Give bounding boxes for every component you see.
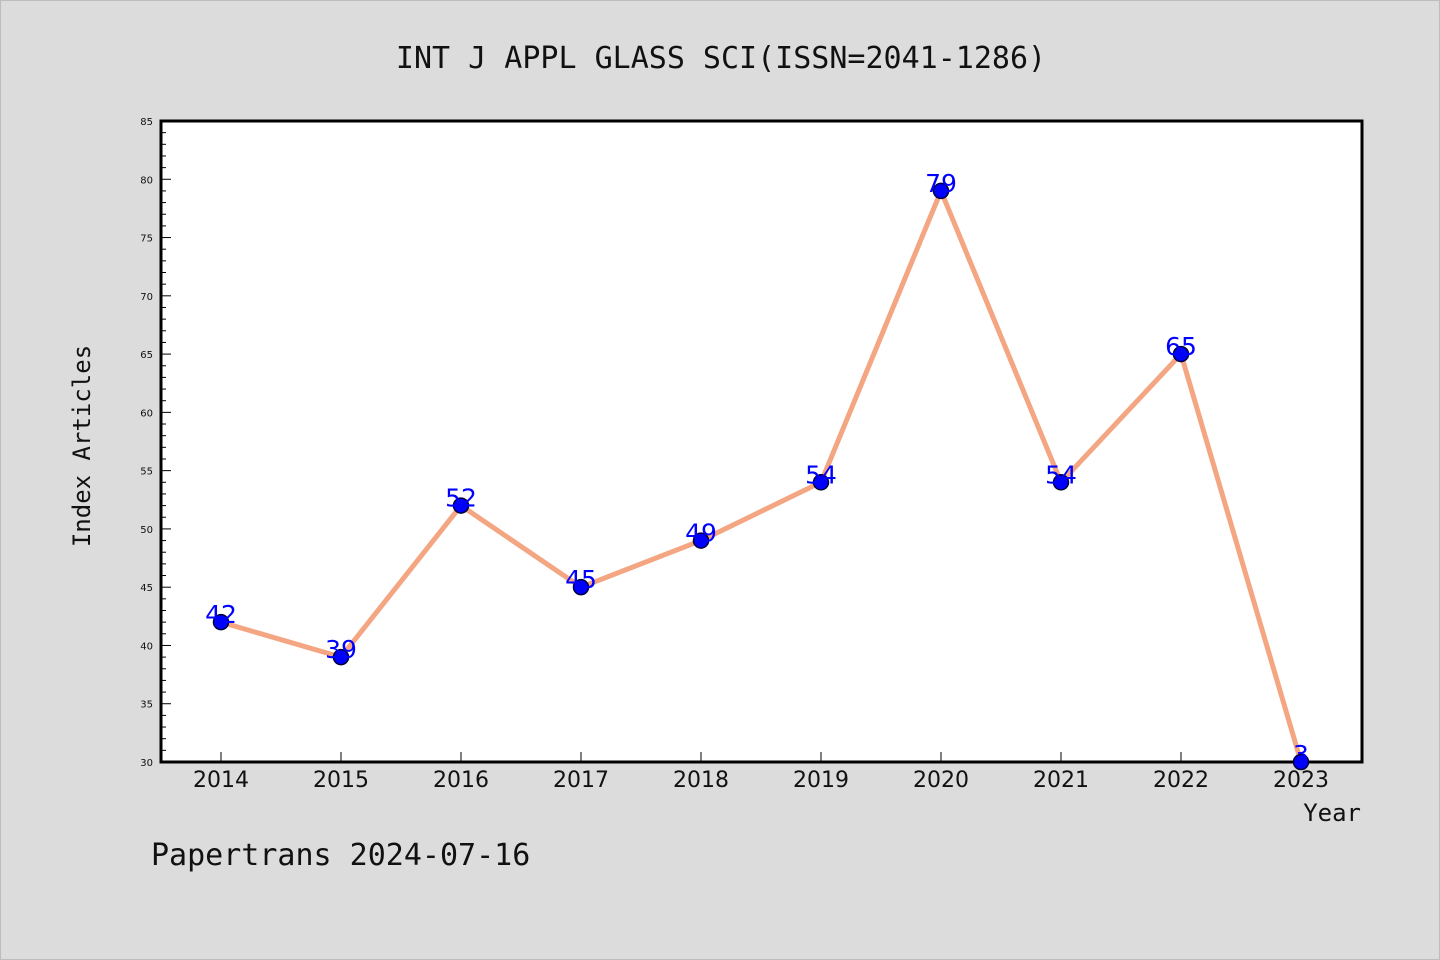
y-tick-label: 30 [140,758,153,769]
data-point-marker [1052,474,1070,491]
x-tick-label: 2014 [193,768,249,793]
y-tick-label: 40 [140,641,153,652]
data-point-marker [572,578,590,596]
data-point-marker [1172,345,1190,363]
data-label: 3 [1293,740,1309,769]
y-tick-label: 35 [140,700,153,711]
chart-title: INT J APPL GLASS SCI(ISSN=2041-1286) [396,41,1046,76]
y-tick-label: 50 [140,525,153,536]
data-point-marker [1292,753,1310,771]
data-label: 54 [1045,460,1077,489]
data-label: 65 [1165,332,1197,361]
x-axis-label: Year [1303,799,1361,827]
footer-text: Papertrans 2024-07-16 [151,838,530,873]
y-tick-label: 80 [140,175,153,186]
y-tick-label: 45 [140,583,153,594]
x-tick-label: 2016 [433,768,489,793]
series-line [218,188,1304,765]
data-point-marker [812,474,830,491]
data-label: 79 [925,169,957,198]
y-tick-label: 65 [140,350,153,361]
x-tick-label: 2019 [793,768,849,793]
data-labels-group: 42 39 52 45 49 54 79 54 65 3 [205,169,1309,769]
y-tick-label: 85 [140,117,153,128]
y-axis: 30 35 40 45 50 55 60 65 70 75 80 85 [140,117,171,769]
data-label: 54 [805,460,837,489]
data-label: 39 [325,635,357,664]
x-tick-label: 2018 [673,768,729,793]
markers-group [212,182,1310,771]
data-label: 49 [685,519,717,548]
y-axis-label: Index Articles [68,345,96,547]
y-tick-label: 55 [140,467,153,478]
x-tick-label: 2015 [313,768,369,793]
series-line-group [218,188,1304,765]
x-axis: 2014 2015 2016 2017 2018 2019 2020 2021 2022 2023 [193,752,1329,793]
y-tick-label: 70 [140,292,153,303]
data-point-marker [692,532,710,549]
x-tick-label: 2023 [1273,768,1329,793]
data-point-marker [212,613,230,631]
y-tick-label: 60 [140,408,153,419]
y-tick-label: 75 [140,234,153,245]
data-label: 45 [565,565,597,594]
x-tick-label: 2020 [913,768,969,793]
data-label: 42 [205,600,237,629]
data-point-marker [332,648,350,666]
x-tick-label: 2021 [1033,768,1089,793]
x-tick-label: 2022 [1153,768,1209,793]
x-tick-label: 2017 [553,768,609,793]
data-point-marker [932,182,950,200]
data-point-marker [452,497,470,514]
data-label: 52 [445,484,477,513]
plot-area [159,119,1364,764]
